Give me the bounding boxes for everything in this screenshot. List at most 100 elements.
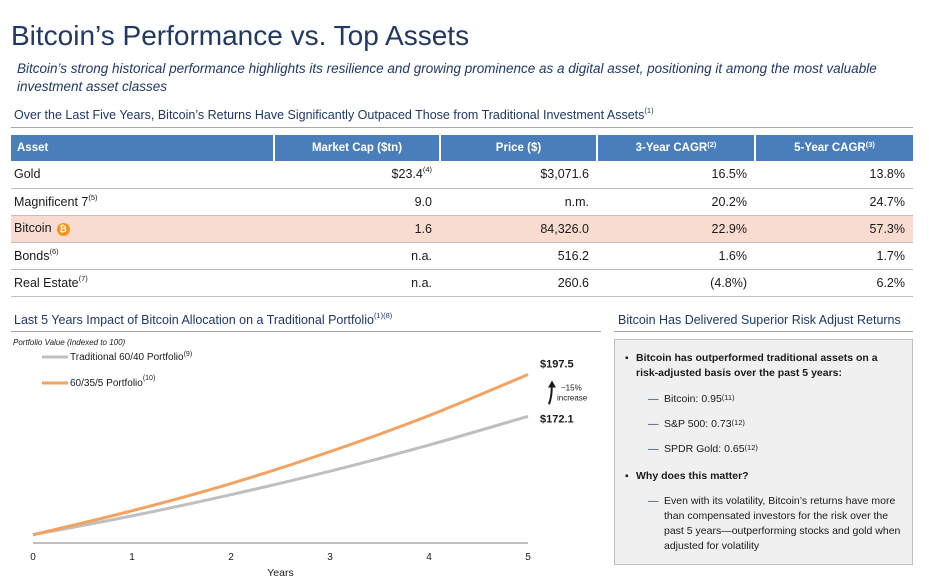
legend-label-name: Traditional 60/40 Portfolio [70, 352, 184, 363]
col-header-5yr-cagr: 5-Year CAGR(3) [755, 135, 913, 161]
cell-market-cap: 1.6 [274, 215, 440, 243]
risk-heading-rule [614, 331, 913, 332]
cell-asset: Real Estate(7) [11, 269, 274, 297]
table-row-bitcoin: Bitcoin ₿ 1.6 84,326.0 22.9% 57.3% [11, 215, 913, 243]
cell-3yr-cagr: 20.2% [597, 188, 755, 216]
portfolio-line-chart: Traditional 60/40 Portfolio(9) 60/35/5 P… [30, 351, 588, 579]
col-header-market-cap: Market Cap ($tn) [274, 135, 441, 161]
cell-asset: Bonds(6) [11, 242, 274, 270]
bitcoin-icon: ₿ [56, 222, 70, 236]
col-header-note: (3) [865, 140, 875, 149]
chart-y-axis-label: Portfolio Value (Indexed to 100) [13, 338, 126, 347]
chart-heading-note: (1)(8) [373, 311, 393, 320]
legend-label-note: (9) [184, 351, 193, 358]
series-line-1 [32, 373, 529, 537]
risk-sub-item-label: S&P 500: 0.73 [664, 418, 732, 430]
col-header-label: Asset [17, 142, 49, 154]
chart-section-heading: Last 5 Years Impact of Bitcoin Allocatio… [14, 311, 393, 327]
page-title: Bitcoin’s Performance vs. Top Assets [11, 20, 470, 51]
cell-market-cap: n.a. [274, 242, 440, 270]
cell-asset: Gold [11, 161, 274, 189]
table-section-heading: Over the Last Five Years, Bitcoin’s Retu… [14, 106, 654, 122]
risk-sub-item-sp500: S&P 500: 0.73(12) [648, 417, 906, 432]
table-row-real-estate: Real Estate(7) n.a. 260.6 (4.8%) 6.2% [11, 269, 913, 297]
risk-sub-item-note: (11) [721, 393, 735, 402]
end-value-label-top: $197.5 [540, 359, 574, 371]
end-value-label-bottom: $172.1 [540, 413, 574, 425]
table-header-row: Asset Market Cap ($tn) Price ($) 3-Year … [11, 135, 913, 161]
legend-label-traditional: Traditional 60/40 Portfolio(9) [70, 351, 192, 363]
cell-5yr-cagr: 57.3% [755, 215, 913, 243]
table-row-bonds: Bonds(6) n.a. 516.2 1.6% 1.7% [11, 242, 913, 270]
x-tick-label: 1 [129, 552, 135, 563]
x-tick-label: 0 [30, 552, 36, 563]
series-line-0 [32, 414, 529, 537]
increase-annotation-value: ~15% [561, 383, 582, 392]
col-header-3yr-cagr: 3-Year CAGR(2) [597, 135, 756, 161]
market-cap-note: (4) [422, 165, 432, 175]
risk-sub-item-spdr-gold: SPDR Gold: 0.65(12) [648, 442, 906, 457]
col-header-label: Price ($) [495, 142, 542, 154]
cell-market-cap: $23.4(4) [274, 161, 440, 189]
col-header-price: Price ($) [440, 135, 598, 161]
market-cap-value: $23.4 [391, 167, 423, 182]
legend-label-note: (10) [143, 375, 155, 382]
cell-5yr-cagr: 1.7% [755, 242, 913, 270]
cell-market-cap: n.a. [274, 269, 440, 297]
col-header-note: (2) [707, 140, 717, 149]
table-row-magnificent-7: Magnificent 7(5) 9.0 n.m. 20.2% 24.7% [11, 188, 913, 216]
page-subtitle: Bitcoin’s strong historical performance … [17, 61, 877, 94]
x-tick-label: 3 [327, 552, 333, 563]
table-heading-note: (1) [644, 106, 654, 115]
x-axis-ticks: 0 1 2 3 4 5 [30, 552, 531, 563]
risk-sub-item-label: Bitcoin: 0.95 [664, 393, 722, 405]
table-heading-text: Over the Last Five Years, Bitcoin’s Retu… [14, 108, 645, 122]
cell-price: 516.2 [440, 242, 597, 270]
cell-3yr-cagr: 22.9% [597, 215, 755, 243]
cell-price: 260.6 [440, 269, 597, 297]
cell-market-cap: 9.0 [274, 188, 440, 216]
cell-5yr-cagr: 13.8% [755, 161, 913, 189]
x-axis-title: Years [267, 567, 293, 579]
asset-note: (7) [78, 273, 88, 283]
cell-price: $3,071.6 [440, 161, 597, 189]
cell-5yr-cagr: 6.2% [755, 269, 913, 297]
increase-annotation-text: increase [557, 393, 588, 402]
col-header-label: Market Cap ($tn) [311, 142, 403, 154]
risk-bullet-why-matters: Why does this matter? [625, 469, 900, 484]
cell-price: 84,326.0 [440, 215, 597, 243]
asset-name: Magnificent 7 [14, 194, 89, 209]
chart-heading-text: Last 5 Years Impact of Bitcoin Allocatio… [14, 313, 374, 327]
legend-label-name: 60/35/5 Portfolio [70, 378, 143, 389]
cell-3yr-cagr: (4.8%) [597, 269, 755, 297]
risk-adjusted-returns-panel: Bitcoin has outperformed traditional ass… [614, 339, 913, 565]
increase-arrowhead-icon [548, 380, 556, 388]
asset-note: (6) [49, 246, 59, 256]
risk-sub-item-note: (12) [744, 443, 758, 452]
risk-section-heading: Bitcoin Has Delivered Superior Risk Adju… [618, 313, 901, 327]
x-tick-label: 5 [525, 552, 531, 563]
series-group [32, 373, 529, 537]
cell-asset: Bitcoin ₿ [11, 215, 274, 243]
col-header-label: 3-Year CAGR [635, 142, 708, 154]
risk-sub-item-bitcoin: Bitcoin: 0.95(11) [648, 392, 906, 407]
col-header-label: 5-Year CAGR [794, 142, 866, 154]
cell-3yr-cagr: 1.6% [597, 242, 755, 270]
asset-comparison-table: Asset Market Cap ($tn) Price ($) 3-Year … [11, 135, 913, 297]
cell-5yr-cagr: 24.7% [755, 188, 913, 216]
increase-arrow-icon [548, 385, 553, 405]
risk-sub-item-label: SPDR Gold: 0.65 [664, 443, 745, 455]
asset-name: Bitcoin [14, 221, 52, 236]
cell-asset: Magnificent 7(5) [11, 188, 274, 216]
asset-name: Real Estate [14, 275, 79, 290]
risk-sub-item-note: (12) [731, 418, 745, 427]
table-heading-rule [11, 127, 913, 128]
chart-heading-rule [11, 331, 601, 332]
risk-bullet-outperformed: Bitcoin has outperformed traditional ass… [625, 351, 900, 381]
table-row-gold: Gold $23.4(4) $3,071.6 16.5% 13.8% [11, 161, 913, 189]
x-tick-label: 2 [228, 552, 234, 563]
risk-detail-text: Even with its volatility, Bitcoin’s retu… [648, 494, 906, 554]
cell-3yr-cagr: 16.5% [597, 161, 755, 189]
col-header-asset: Asset [11, 135, 275, 161]
asset-name: Bonds [14, 248, 50, 263]
